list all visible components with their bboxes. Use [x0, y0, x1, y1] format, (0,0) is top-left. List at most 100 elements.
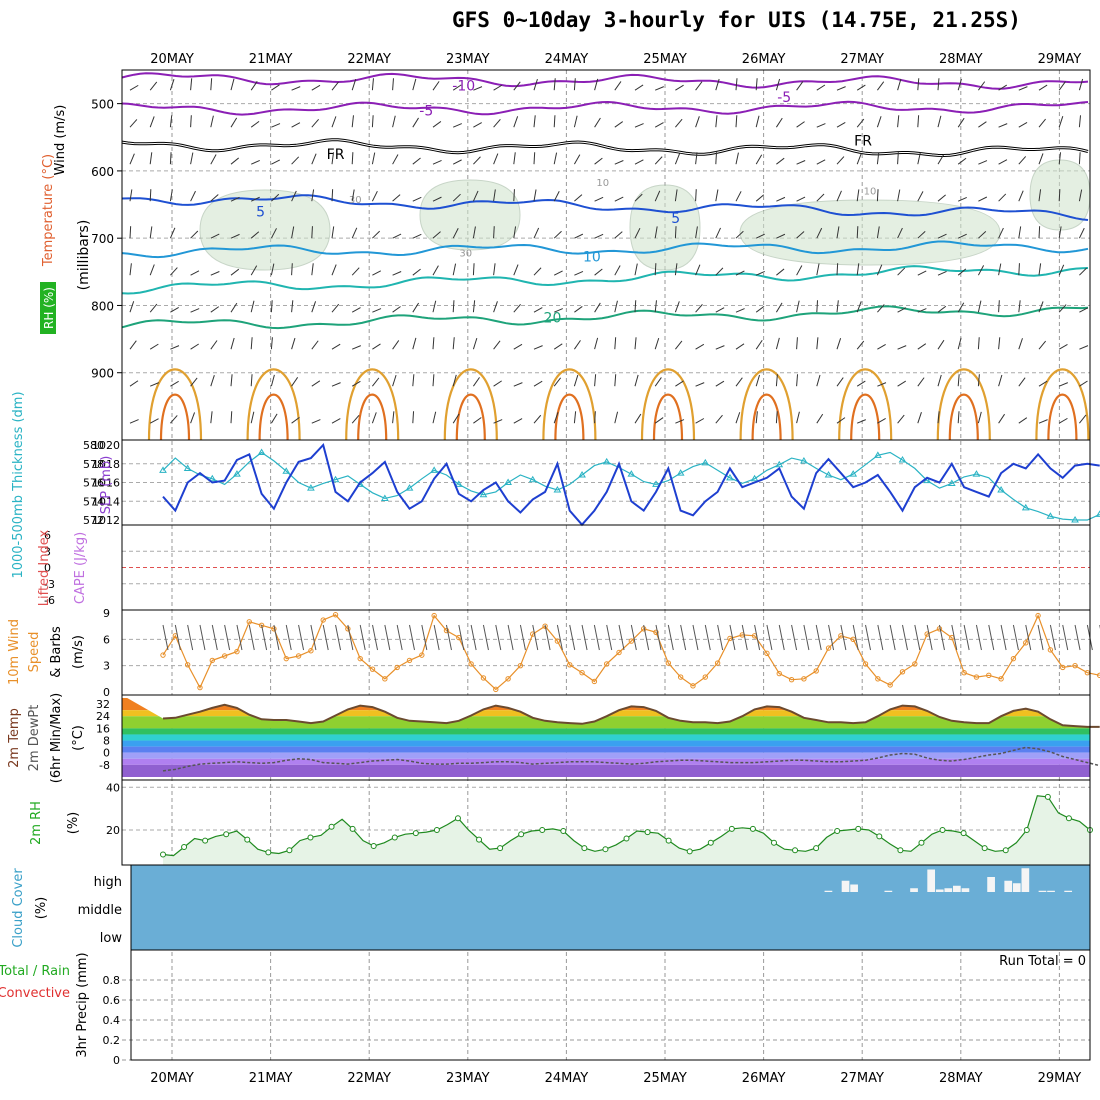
- rh-point: [539, 826, 546, 833]
- wind-barb: [331, 264, 337, 276]
- slp-marker: [380, 494, 389, 501]
- wind-barb-10m: [877, 624, 884, 651]
- wind-barb: [351, 227, 358, 239]
- wind-barb: [473, 417, 482, 424]
- wind-barb: [937, 115, 942, 128]
- wind-barb: [513, 264, 519, 276]
- wind-barb: [836, 226, 840, 239]
- wind-speed-point: [899, 669, 906, 675]
- wind-barb: [1078, 152, 1081, 165]
- wind-barb: [553, 152, 558, 165]
- wind-speed-point: [1035, 612, 1041, 619]
- wind-barb: [372, 343, 381, 350]
- wind-barb: [856, 226, 859, 239]
- wind-barb: [735, 377, 743, 387]
- wind-barb: [594, 233, 604, 239]
- wind-speed-point: [554, 638, 561, 644]
- temp-ylabel: 2m Temp: [7, 708, 22, 768]
- date-label-bottom: 24MAY: [545, 1071, 589, 1086]
- wind-barb: [634, 193, 643, 202]
- wind-barb: [715, 78, 720, 91]
- wind-barb: [291, 86, 301, 91]
- warm-contour: [443, 368, 498, 441]
- date-label-bottom: 20MAY: [150, 1071, 194, 1086]
- wind-barb: [210, 194, 219, 202]
- wind-barb: [654, 156, 663, 165]
- wind-barb: [170, 267, 178, 276]
- slp-marker: [775, 460, 784, 468]
- wind-barb: [1078, 115, 1082, 128]
- wind-barb: [432, 337, 435, 350]
- wind-barb-10m: [717, 624, 724, 651]
- wind-barb: [695, 152, 698, 165]
- wind-barb: [371, 78, 374, 91]
- y-tick-label: 700: [91, 232, 114, 246]
- slp-tick: 1020: [92, 439, 120, 452]
- wind-barb-10m: [791, 624, 798, 651]
- wind-barb: [715, 115, 718, 128]
- wind-barb: [1078, 78, 1084, 91]
- wind-barb: [735, 115, 738, 128]
- wind-barb: [291, 377, 299, 387]
- wind-barb: [977, 265, 985, 276]
- wind-barb-10m: [680, 624, 687, 651]
- rh-point: [939, 826, 946, 833]
- isotherm-line: [121, 305, 1089, 330]
- wind-speed-tick: 6: [103, 633, 110, 646]
- wind-barb: [775, 411, 778, 424]
- wind-barb: [533, 78, 538, 91]
- wind-barb: [392, 233, 402, 239]
- wind-barb: [594, 268, 603, 276]
- slp-marker: [602, 457, 611, 465]
- wind-speed-point: [579, 669, 585, 676]
- wind-barb: [291, 190, 297, 202]
- rh-point: [328, 823, 335, 830]
- wind-barb: [594, 374, 597, 387]
- wind-barb: [755, 115, 760, 128]
- wind-speed-point: [209, 657, 216, 664]
- wind-barb: [311, 153, 317, 165]
- wind-barb: [472, 337, 478, 350]
- wind-barb: [533, 307, 543, 313]
- contour-label: 5: [671, 211, 680, 227]
- wind-barb: [897, 345, 907, 350]
- wind-barb: [836, 156, 845, 165]
- wind-barb: [412, 78, 417, 91]
- wind-barb: [533, 345, 543, 350]
- wind-barb: [573, 154, 581, 165]
- high-cloud-bar: [961, 888, 970, 892]
- wind-barb: [735, 152, 739, 165]
- wind-barb: [190, 343, 199, 350]
- wind-barb: [149, 189, 152, 202]
- high-cloud-bar: [841, 880, 850, 892]
- high-cloud-bar: [1021, 868, 1030, 892]
- rh-point: [686, 848, 693, 855]
- wind-barb: [674, 153, 681, 165]
- wind-barb-10m: [174, 624, 181, 651]
- wind-speed-point: [973, 674, 980, 680]
- wind-barb: [978, 231, 987, 239]
- wind-barb: [554, 308, 563, 313]
- wind-ylabel: 10m Wind: [7, 619, 22, 685]
- wind-speed-point: [801, 676, 807, 682]
- wind-barb: [533, 267, 542, 276]
- y-tick-label: 500: [91, 98, 114, 112]
- wind-barb: [654, 226, 658, 239]
- cloud-ylabel: Cloud Cover: [11, 868, 26, 948]
- wind-barb: [1038, 118, 1046, 128]
- wind-barb: [1038, 340, 1047, 350]
- wind-barb-10m: [199, 624, 206, 651]
- wind-barb: [614, 81, 622, 91]
- wind-barb: [250, 120, 260, 128]
- wind-barb: [977, 337, 980, 350]
- temp-tick: -8: [99, 759, 110, 772]
- wind-barb: [654, 377, 662, 387]
- lifted-index-tick: 0: [44, 562, 51, 575]
- rh-point: [876, 833, 883, 840]
- wind-barb: [432, 300, 437, 313]
- wind-barb: [675, 380, 684, 387]
- wind-barb: [230, 157, 240, 165]
- slp-marker: [430, 466, 439, 473]
- wind-barb: [856, 189, 860, 202]
- wind-barb: [735, 343, 745, 350]
